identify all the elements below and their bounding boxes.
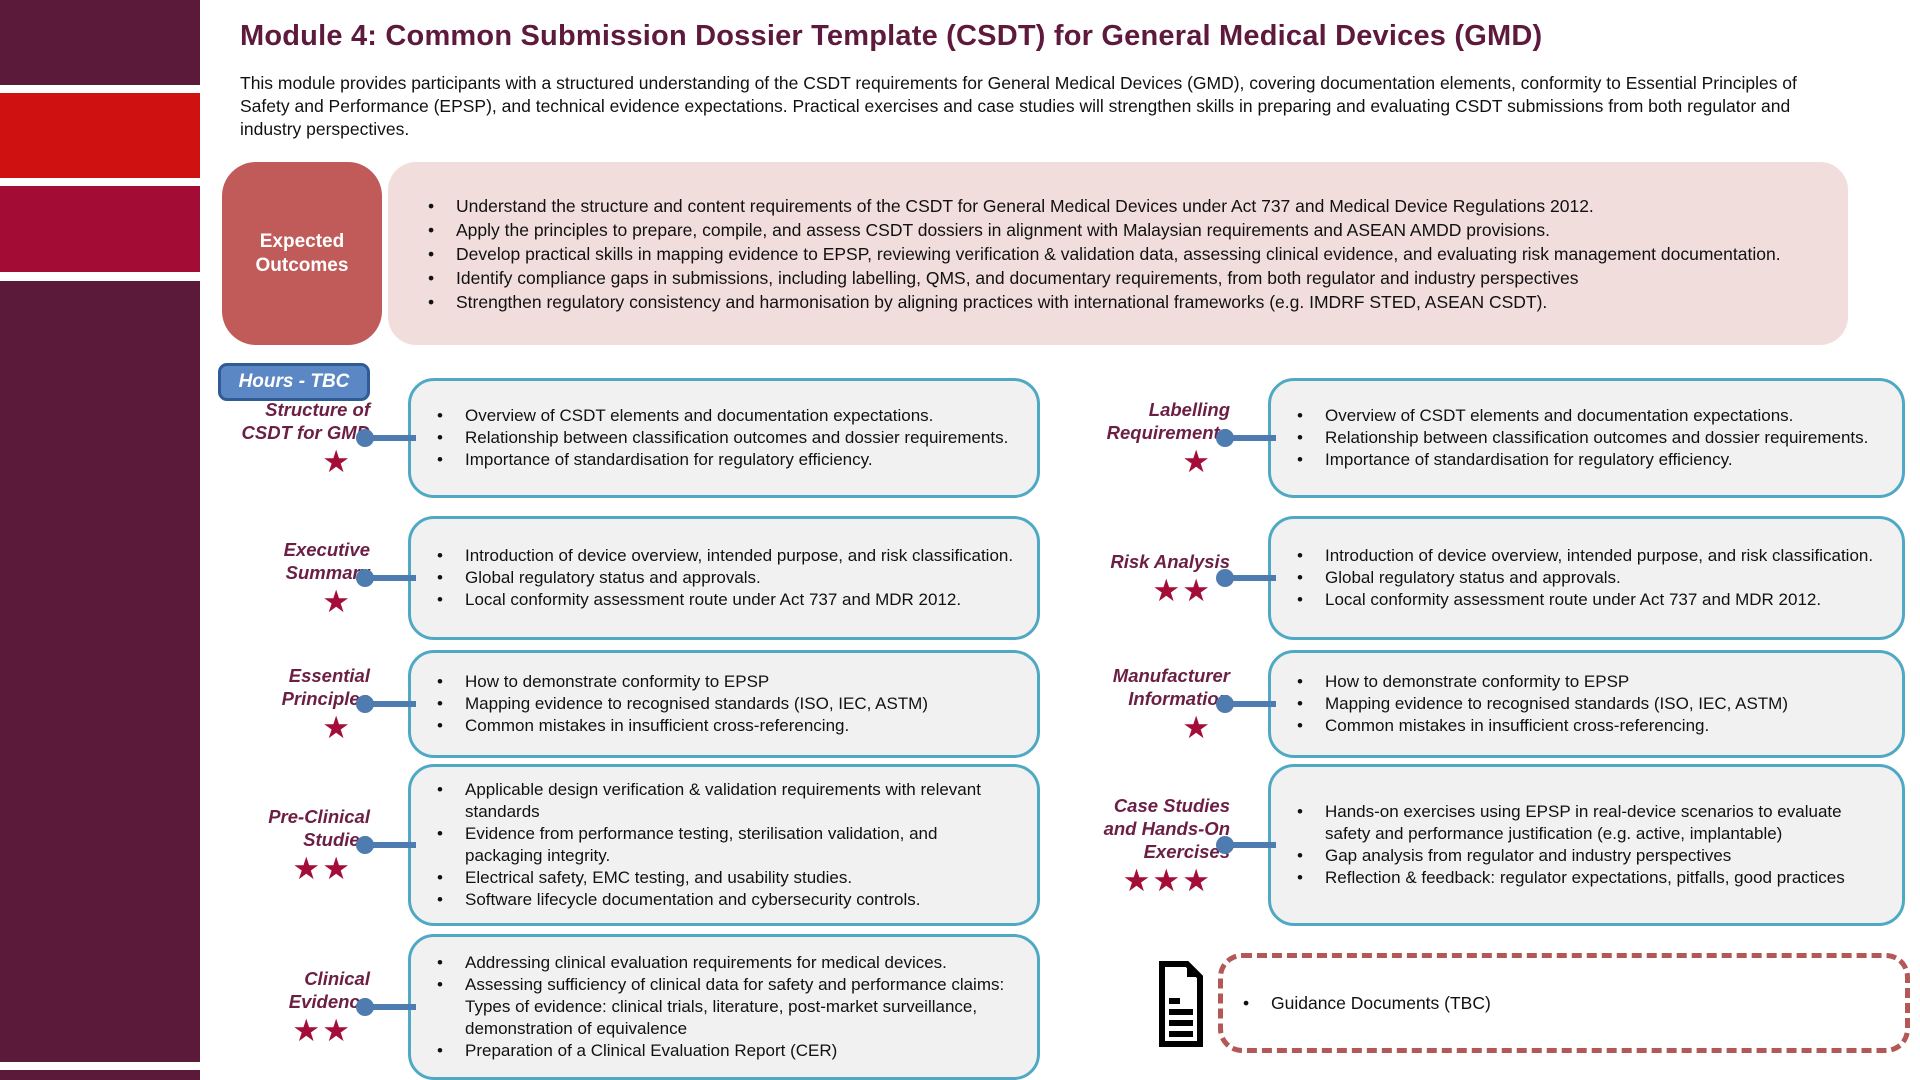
sidebar-gap (0, 178, 200, 186)
topic-row-case-studies: Case Studies and Hands-On Exercises ★★★ … (1090, 764, 1905, 926)
topic-row-essential-principles: Essential Principles ★ How to demonstrat… (230, 650, 1040, 758)
topic-row-labelling-requirements: Labelling Requirements ★ Overview of CSD… (1090, 378, 1905, 498)
topic-bullet: Relationship between classification outc… (427, 427, 1017, 449)
topic-row-risk-analysis: Risk Analysis ★★ Introduction of device … (1090, 516, 1905, 640)
topic-label: Case Studies and Hands-On Exercises (1103, 794, 1230, 862)
outcome-bullet: Apply the principles to prepare, compile… (418, 218, 1818, 242)
topic-box: Introduction of device overview, intende… (408, 516, 1040, 640)
topic-bullet: Global regulatory status and approvals. (1287, 567, 1882, 589)
sidebar-gap (0, 85, 200, 93)
connector-line (356, 516, 416, 640)
topic-bullet: Local conformity assessment route under … (427, 589, 1017, 611)
topic-row-executive-summary: Executive Summary ★ Introduction of devi… (230, 516, 1040, 640)
topic-bullet: Local conformity assessment route under … (1287, 589, 1882, 611)
topic-bullet: Introduction of device overview, intende… (1287, 545, 1882, 567)
expected-outcomes-label: Expected Outcomes (222, 162, 382, 345)
outcome-bullet: Strengthen regulatory consistency and ha… (418, 290, 1818, 314)
topic-row-manufacturer-information: Manufacturer Information ★ How to demons… (1090, 650, 1905, 758)
topic-bullet: Reflection & feedback: regulator expecta… (1287, 867, 1882, 889)
outcome-bullet: Understand the structure and content req… (418, 194, 1818, 218)
topic-bullet: Gap analysis from regulator and industry… (1287, 845, 1882, 867)
difficulty-stars: ★★ (292, 851, 352, 886)
topic-box: Addressing clinical evaluation requireme… (408, 934, 1040, 1080)
topic-bullet: Software lifecycle documentation and cyb… (427, 889, 1017, 911)
difficulty-stars: ★ (1182, 710, 1212, 745)
topic-label: Risk Analysis (1110, 550, 1230, 572)
topic-row-structure-of-csdt: Structure of CSDT for GMD ★ Overview of … (230, 378, 1040, 498)
topic-label: Labelling Requirements (1106, 399, 1230, 443)
topic-bullet: How to demonstrate conformity to EPSP (1287, 671, 1882, 693)
difficulty-stars: ★ (322, 584, 352, 619)
topic-bullet: Importance of standardisation for regula… (427, 449, 1017, 471)
hours-badge: Hours - TBC (218, 363, 370, 401)
difficulty-stars: ★ (322, 444, 352, 479)
topic-bullet: Hands-on exercises using EPSP in real-de… (1287, 801, 1882, 845)
topic-label: Clinical Evidence (288, 968, 370, 1012)
topic-box: Hands-on exercises using EPSP in real-de… (1268, 764, 1905, 926)
topic-box: How to demonstrate conformity to EPSP Ma… (408, 650, 1040, 758)
difficulty-stars: ★ (322, 710, 352, 745)
topic-bullet: Overview of CSDT elements and documentat… (427, 405, 1017, 427)
guidance-bullet: Guidance Documents (TBC) (1233, 991, 1491, 1015)
difficulty-stars: ★ (1182, 444, 1212, 479)
topic-label: Executive Summary (283, 539, 370, 583)
intro-paragraph: This module provides participants with a… (240, 73, 1797, 139)
sidebar-red-segment (0, 93, 200, 178)
topic-bullet: Electrical safety, EMC testing, and usab… (427, 867, 1017, 889)
outcome-bullet: Identify compliance gaps in submissions,… (418, 266, 1818, 290)
difficulty-stars: ★★★ (1122, 862, 1212, 898)
topic-bullet: Preparation of a Clinical Evaluation Rep… (427, 1040, 1017, 1062)
topic-bullet: Overview of CSDT elements and documentat… (1287, 405, 1882, 427)
connector-line (1216, 650, 1276, 758)
topic-bullet: Importance of standardisation for regula… (1287, 449, 1882, 471)
topic-box: Applicable design verification & validat… (408, 764, 1040, 926)
topic-label: Pre-Clinical Studies (268, 806, 370, 850)
topic-box: Overview of CSDT elements and documentat… (408, 378, 1040, 498)
topic-bullet: Applicable design verification & validat… (427, 779, 1017, 823)
topic-bullet: Addressing clinical evaluation requireme… (427, 952, 1017, 974)
topic-bullet: Common mistakes in insufficient cross-re… (427, 715, 1017, 737)
connector-line (356, 764, 416, 926)
difficulty-stars: ★★ (1152, 572, 1212, 608)
topic-bullet: Mapping evidence to recognised standards… (1287, 693, 1882, 715)
topic-bullet: Global regulatory status and approvals. (427, 567, 1017, 589)
connector-line (356, 934, 416, 1080)
topic-bullet: How to demonstrate conformity to EPSP (427, 671, 1017, 693)
topic-box: Overview of CSDT elements and documentat… (1268, 378, 1905, 498)
connector-line (356, 650, 416, 758)
topic-row-pre-clinical-studies: Pre-Clinical Studies ★★ Applicable desig… (230, 764, 1040, 926)
expected-outcomes-panel: Understand the structure and content req… (388, 162, 1848, 345)
topic-row-clinical-evidence: Clinical Evidence ★★ Addressing clinical… (230, 934, 1040, 1080)
topic-bullet: Assessing sufficiency of clinical data f… (427, 974, 1017, 1040)
topic-bullet: Common mistakes in insufficient cross-re… (1287, 715, 1882, 737)
topic-bullet: Mapping evidence to recognised standards… (427, 693, 1017, 715)
sidebar-gap (0, 272, 200, 281)
sidebar-accent-bar (0, 0, 200, 1080)
guidance-documents-box: Guidance Documents (TBC) (1218, 953, 1910, 1053)
document-icon (1158, 960, 1204, 1053)
topic-box: Introduction of device overview, intende… (1268, 516, 1905, 640)
connector-line (356, 378, 416, 498)
sidebar-gap (0, 1062, 200, 1070)
connector-line (1216, 378, 1276, 498)
topic-label: Structure of CSDT for GMD (241, 399, 370, 443)
difficulty-stars: ★★ (292, 1013, 352, 1048)
sidebar-crimson-segment (0, 186, 200, 272)
topic-label: Manufacturer Information (1112, 665, 1230, 709)
topic-bullet: Evidence from performance testing, steri… (427, 823, 1017, 867)
outcome-bullet: Develop practical skills in mapping evid… (418, 242, 1818, 266)
connector-line (1216, 764, 1276, 926)
connector-line (1216, 516, 1276, 640)
page-title: Module 4: Common Submission Dossier Temp… (240, 20, 1543, 52)
topic-label: Essential Principles (281, 665, 370, 709)
topic-box: How to demonstrate conformity to EPSP Ma… (1268, 650, 1905, 758)
topic-bullet: Relationship between classification outc… (1287, 427, 1882, 449)
topic-bullet: Introduction of device overview, intende… (427, 545, 1017, 567)
